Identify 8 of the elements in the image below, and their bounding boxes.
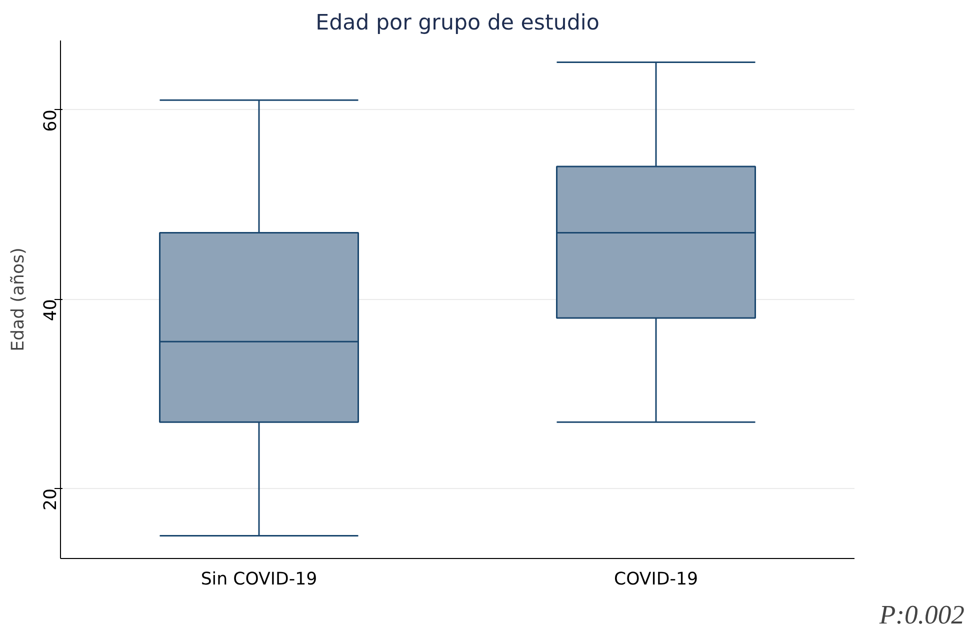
y-axis-title: Edad (años) — [8, 248, 28, 352]
text: P:0.002 — [878, 600, 965, 630]
y-tick-label: 40 — [41, 299, 61, 322]
x-tick-label: COVID-19 — [614, 570, 698, 590]
x-tick-label: Sin COVID-19 — [200, 570, 318, 590]
y-tick-label: 60 — [41, 110, 61, 132]
y-tick-label: 20 — [41, 488, 61, 510]
chart-title: Edad por grupo de estudio — [316, 10, 600, 36]
